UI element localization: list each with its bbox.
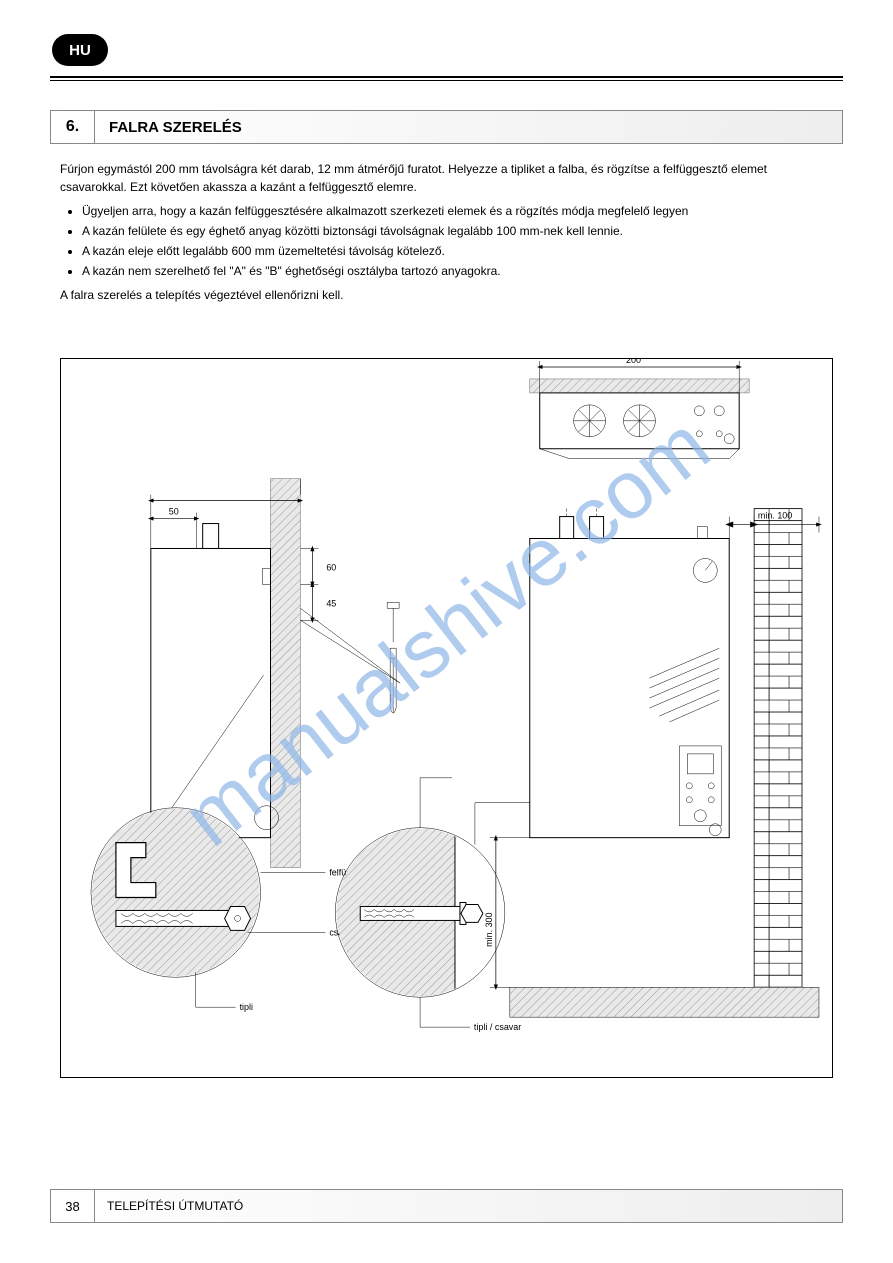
language-pill: HU xyxy=(52,34,108,66)
footer-label: TELEPÍTÉSI ÚTMUTATÓ xyxy=(95,1199,243,1213)
paragraph-2: A falra szerelés a telepítés végeztével … xyxy=(60,286,833,304)
section-heading-bar: 6. FALRA SZERELÉS xyxy=(50,110,843,144)
svg-text:tipli / csavar: tipli / csavar xyxy=(474,1022,521,1032)
top-view: 200 xyxy=(530,359,749,459)
footer-page-number: 38 xyxy=(51,1190,95,1222)
svg-text:min. 300: min. 300 xyxy=(484,912,494,946)
paragraph-1: Fúrjon egymástól 200 mm távolságra két d… xyxy=(60,160,833,196)
side-view: 50 60 45 xyxy=(151,479,400,868)
bullet-item: Ügyeljen arra, hogy a kazán felfüggeszté… xyxy=(82,202,833,220)
front-view: min. 100 min. 300 xyxy=(484,509,819,1018)
header-rule-thin xyxy=(50,80,843,81)
bullet-item: A kazán nem szerelhető fel "A" és "B" ég… xyxy=(82,262,833,280)
svg-text:200: 200 xyxy=(626,359,641,365)
bullet-item: A kazán felülete és egy éghető anyag köz… xyxy=(82,222,833,240)
svg-text:45: 45 xyxy=(326,598,336,608)
installation-figure: 200 50 xyxy=(60,358,833,1078)
section-number: 6. xyxy=(51,111,95,143)
anchor-glyph xyxy=(387,602,399,713)
svg-text:60: 60 xyxy=(326,562,336,572)
bullet-list: Ügyeljen arra, hogy a kazán felfüggeszté… xyxy=(82,202,833,280)
section-title: FALRA SZERELÉS xyxy=(95,119,242,136)
footer-bar: 38 TELEPÍTÉSI ÚTMUTATÓ xyxy=(50,1189,843,1223)
svg-text:min. 100: min. 100 xyxy=(758,511,792,521)
header-rule-thick xyxy=(50,76,843,78)
bullet-item: A kazán eleje előtt legalább 600 mm üzem… xyxy=(82,242,833,260)
svg-text:tipli: tipli xyxy=(240,1002,253,1012)
body-text: Fúrjon egymástól 200 mm távolságra két d… xyxy=(60,160,833,304)
svg-text:50: 50 xyxy=(169,507,179,517)
